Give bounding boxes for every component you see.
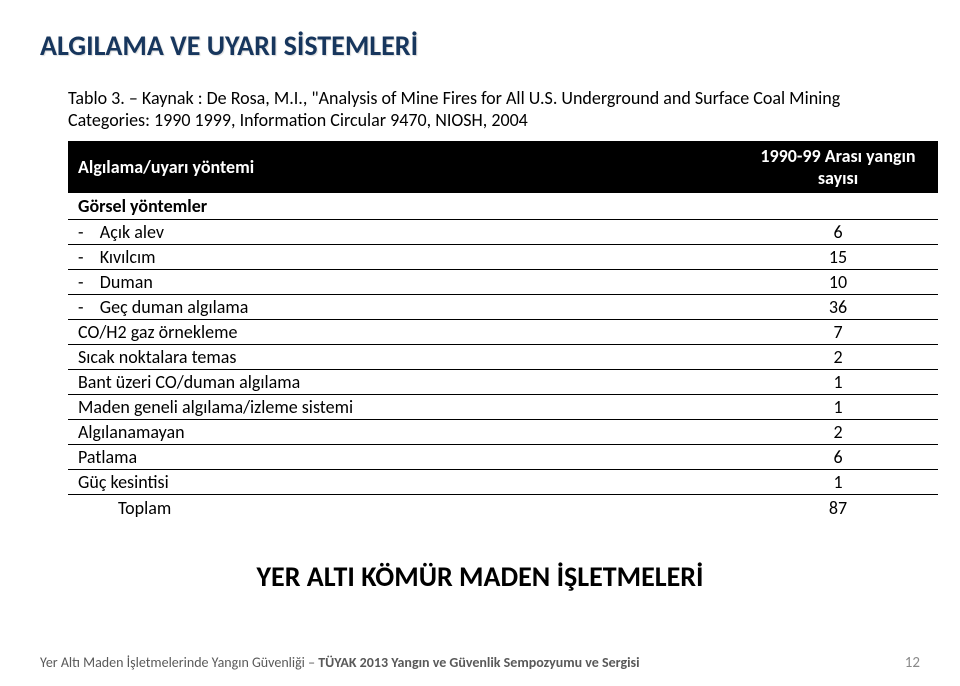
table-row: Sıcak noktalara temas 2 — [68, 345, 938, 370]
page-number: 12 — [905, 654, 920, 672]
table-row: - Açık alev 6 — [68, 220, 938, 245]
total-label: Toplam — [68, 495, 738, 522]
row-label: Bant üzeri CO/duman algılama — [68, 370, 738, 395]
subsection-title: YER ALTI KÖMÜR MADEN İŞLETMELERİ — [40, 559, 920, 594]
col-count: 1990-99 Arası yangın sayısı — [738, 141, 938, 193]
row-label: Patlama — [68, 445, 738, 470]
row-value: 1 — [738, 370, 938, 395]
row-value: 1 — [738, 395, 938, 420]
row-value: 1 — [738, 470, 938, 495]
page-title: ALGILAMA VE UYARI SİSTEMLERİ — [40, 28, 920, 63]
table-total-row: Toplam 87 — [68, 495, 938, 522]
row-label: - Duman — [68, 270, 738, 295]
row-label: - Açık alev — [68, 220, 738, 245]
table-header-row: Algılama/uyarı yöntemi 1990-99 Arası yan… — [68, 141, 938, 193]
row-label: Algılanamayan — [68, 420, 738, 445]
table-row: Algılanamayan 2 — [68, 420, 938, 445]
page-footer: Yer Altı Maden İşletmelerinde Yangın Güv… — [40, 654, 920, 672]
section-value — [738, 193, 938, 220]
col-method: Algılama/uyarı yöntemi — [68, 141, 738, 193]
row-label: - Kıvılcım — [68, 245, 738, 270]
table-row: Bant üzeri CO/duman algılama 1 — [68, 370, 938, 395]
row-value: 36 — [738, 295, 938, 320]
table-row: - Geç duman algılama 36 — [68, 295, 938, 320]
table-section-row: Görsel yöntemler — [68, 193, 938, 220]
table-row: Maden geneli algılama/izleme sistemi 1 — [68, 395, 938, 420]
table-row: CO/H2 gaz örnekleme 7 — [68, 320, 938, 345]
row-value: 6 — [738, 445, 938, 470]
row-value: 15 — [738, 245, 938, 270]
row-label: Güç kesintisi — [68, 470, 738, 495]
table-row: - Duman 10 — [68, 270, 938, 295]
row-value: 7 — [738, 320, 938, 345]
footer-text: Yer Altı Maden İşletmelerinde Yangın Güv… — [40, 654, 640, 671]
row-value: 2 — [738, 420, 938, 445]
detection-methods-table: Algılama/uyarı yöntemi 1990-99 Arası yan… — [68, 141, 938, 521]
row-label: - Geç duman algılama — [68, 295, 738, 320]
table-row: Patlama 6 — [68, 445, 938, 470]
total-value: 87 — [738, 495, 938, 522]
row-label: CO/H2 gaz örnekleme — [68, 320, 738, 345]
table-row: Güç kesintisi 1 — [68, 470, 938, 495]
table-caption: Tablo 3. – Kaynak : De Rosa, M.I., "Anal… — [40, 87, 920, 131]
table-row: - Kıvılcım 15 — [68, 245, 938, 270]
row-value: 2 — [738, 345, 938, 370]
section-label: Görsel yöntemler — [68, 193, 738, 220]
row-label: Sıcak noktalara temas — [68, 345, 738, 370]
row-value: 6 — [738, 220, 938, 245]
row-value: 10 — [738, 270, 938, 295]
row-label: Maden geneli algılama/izleme sistemi — [68, 395, 738, 420]
